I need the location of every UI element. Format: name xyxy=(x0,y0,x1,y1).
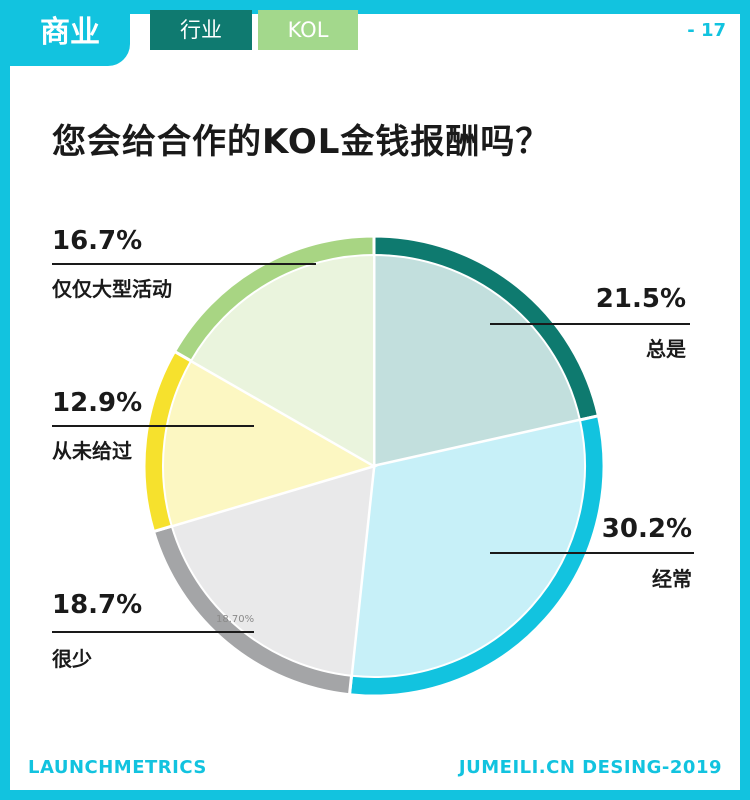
label-name-often: 经常 xyxy=(652,567,692,591)
label-value-always: 21.5% xyxy=(595,284,686,314)
chart-title: 您会给合作的KOL金钱报酬吗？ xyxy=(52,122,551,162)
slice-data-label-rarely: 18.70% xyxy=(216,614,254,625)
tab-industry[interactable]: 行业 xyxy=(150,10,252,50)
label-value-often: 30.2% xyxy=(601,514,692,544)
label-name-never: 从未给过 xyxy=(52,439,132,463)
tab-business[interactable]: 商业 xyxy=(10,0,130,66)
label-name-always: 总是 xyxy=(646,337,686,361)
label-name-big-events: 仅仅大型活动 xyxy=(52,277,172,301)
pie-slice-never xyxy=(162,359,377,528)
label-value-rarely-big-events: 16.7% xyxy=(52,226,143,256)
tab-kol[interactable]: KOL xyxy=(258,10,358,50)
footer-source: LAUNCHMETRICS xyxy=(28,757,207,778)
page-number: - 17 xyxy=(687,20,726,41)
pie-slice-big-events xyxy=(189,253,375,468)
label-value-never: 12.9% xyxy=(52,388,143,418)
label-value-rarely: 18.7% xyxy=(52,590,143,620)
footer-credit: JUMEILI.CN DESING-2019 xyxy=(458,757,722,778)
pie-slice-often xyxy=(350,418,586,678)
pie-slice-always xyxy=(373,253,582,468)
pie-slice-rarely xyxy=(170,464,376,677)
label-name-rarely: 很少 xyxy=(52,647,92,671)
